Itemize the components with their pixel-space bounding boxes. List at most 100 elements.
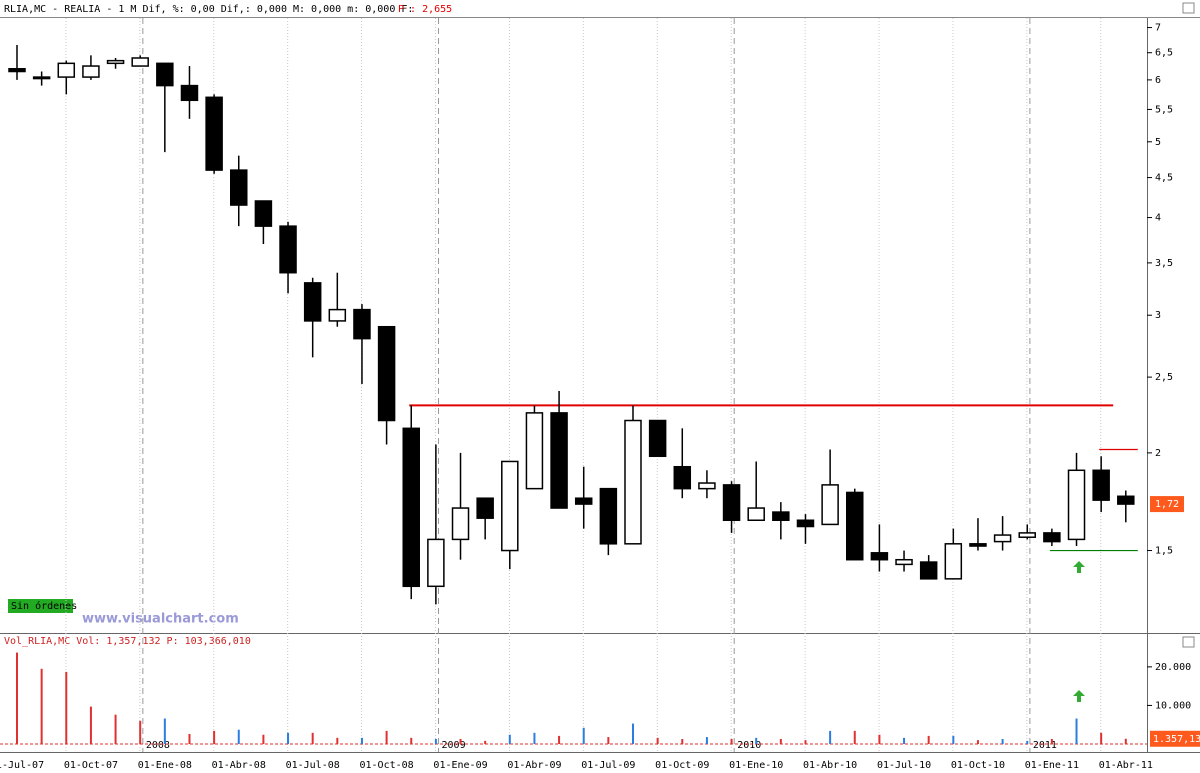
volume-bar bbox=[582, 727, 585, 744]
volume-bar bbox=[656, 737, 659, 744]
candle-body bbox=[796, 519, 815, 528]
volume-bar bbox=[681, 738, 684, 744]
candle-body bbox=[525, 412, 544, 490]
chart-title: RLIA,MC - REALIA - 1 M Dif, %: 0,00 Dif,… bbox=[4, 4, 413, 15]
volume-bar bbox=[952, 735, 955, 744]
candle-body bbox=[1117, 495, 1135, 505]
volume-bar bbox=[188, 733, 191, 744]
window-button[interactable] bbox=[1182, 2, 1195, 14]
candle-body bbox=[772, 511, 790, 521]
candle-body bbox=[476, 497, 494, 519]
year-label: 2011 bbox=[1033, 740, 1057, 751]
volume-bar bbox=[1050, 738, 1053, 744]
volume-bar bbox=[287, 732, 290, 744]
x-tick-label: 01-Ene-10 bbox=[729, 760, 783, 771]
volume-bar bbox=[40, 668, 43, 744]
volume-bar bbox=[16, 652, 18, 744]
candle-body bbox=[993, 534, 1012, 543]
last-volume-label: 1.357,13 bbox=[1153, 734, 1200, 745]
buy-arrow bbox=[1073, 561, 1085, 573]
volume-bar bbox=[262, 734, 265, 744]
candle-body bbox=[648, 419, 667, 458]
candle-body bbox=[574, 497, 593, 505]
x-tick-label: 01-Jul-10 bbox=[877, 760, 931, 771]
volume-bar bbox=[336, 737, 339, 744]
candle-body bbox=[698, 482, 716, 490]
y-tick-label: 1,5 bbox=[1155, 546, 1173, 557]
chart-subtitle: P : 2,655 bbox=[398, 4, 452, 15]
candle-body bbox=[846, 491, 864, 561]
candle-body bbox=[230, 169, 248, 206]
watermark: www.visualchart.com bbox=[82, 612, 239, 627]
candle-body bbox=[969, 543, 987, 547]
y-tick-label: 5 bbox=[1155, 137, 1161, 148]
y-tick-label: 3 bbox=[1155, 310, 1161, 321]
candle-body bbox=[1043, 532, 1061, 543]
volume-bar bbox=[804, 740, 807, 744]
candle-body bbox=[377, 325, 396, 422]
candle-body bbox=[747, 507, 765, 521]
volume-bar bbox=[730, 738, 733, 744]
x-tick-label: 01-Abr-08 bbox=[212, 760, 266, 771]
volume-bar bbox=[829, 730, 832, 744]
volume-bar bbox=[1124, 738, 1127, 744]
orders-label[interactable]: Sin órdenes bbox=[11, 600, 77, 612]
volume-bar bbox=[755, 737, 758, 744]
candle-body bbox=[1092, 469, 1110, 501]
candle-body bbox=[32, 76, 51, 80]
last-price-label: 1,72 bbox=[1155, 499, 1179, 510]
volume-bar bbox=[163, 718, 166, 744]
y-tick-label: 6 bbox=[1155, 75, 1161, 86]
volume-bar bbox=[484, 740, 487, 744]
window-button[interactable] bbox=[1182, 636, 1195, 648]
candle-body bbox=[624, 419, 642, 545]
candle-body bbox=[180, 84, 199, 102]
y-tick-label: 5,5 bbox=[1155, 104, 1173, 115]
volume-bar bbox=[607, 737, 610, 744]
candle-body bbox=[550, 412, 568, 509]
year-label: 2008 bbox=[146, 740, 170, 751]
candle-body bbox=[205, 96, 223, 171]
volume-bar bbox=[1075, 718, 1078, 744]
volume-bar bbox=[213, 730, 216, 744]
volume-bar bbox=[779, 738, 782, 744]
x-tick-label: 01-Abr-11 bbox=[1099, 760, 1153, 771]
candle-body bbox=[402, 427, 420, 588]
candle-body bbox=[944, 543, 963, 580]
candle-body bbox=[1067, 469, 1086, 541]
y-tick-label: 7 bbox=[1155, 23, 1161, 34]
x-tick-label: 01-Abr-09 bbox=[507, 760, 561, 771]
y-tick-label: 2 bbox=[1155, 448, 1161, 459]
volume-bar bbox=[508, 734, 511, 744]
year-label: 2009 bbox=[442, 740, 466, 751]
y-tick-label: 6,5 bbox=[1155, 48, 1173, 59]
candle-body bbox=[303, 282, 322, 322]
x-tick-label: 01-Ene-11 bbox=[1025, 760, 1079, 771]
volume-bar bbox=[89, 706, 92, 744]
orders-box[interactable] bbox=[8, 599, 73, 613]
y-tick-label: 20.000 bbox=[1155, 662, 1191, 673]
x-tick-label: 01-Jul-07 bbox=[0, 760, 44, 771]
volume-bar bbox=[878, 734, 881, 744]
x-tick-label: 01-Ene-08 bbox=[138, 760, 192, 771]
candle-body bbox=[254, 200, 273, 227]
x-tick-label: 01-Jul-08 bbox=[286, 760, 340, 771]
candle-body bbox=[57, 62, 76, 78]
candle-body bbox=[599, 487, 618, 545]
last-price-box bbox=[1150, 496, 1184, 513]
candle-body bbox=[279, 225, 297, 274]
volume-bar bbox=[853, 730, 856, 744]
x-tick-label: 01-Oct-08 bbox=[360, 760, 414, 771]
volume-bar bbox=[237, 729, 240, 744]
volume-bar bbox=[139, 720, 142, 744]
x-tick-label: 01-Abr-10 bbox=[803, 760, 857, 771]
volume-bar bbox=[385, 730, 388, 744]
volume-bar bbox=[65, 671, 68, 744]
candle-body bbox=[1018, 532, 1036, 538]
volume-bar bbox=[1100, 732, 1103, 744]
volume-bar bbox=[558, 735, 561, 744]
candle-body bbox=[501, 460, 519, 552]
y-tick-label: 3,5 bbox=[1155, 258, 1173, 269]
x-tick-label: 01-Jul-09 bbox=[581, 760, 635, 771]
volume-bar bbox=[533, 732, 536, 744]
